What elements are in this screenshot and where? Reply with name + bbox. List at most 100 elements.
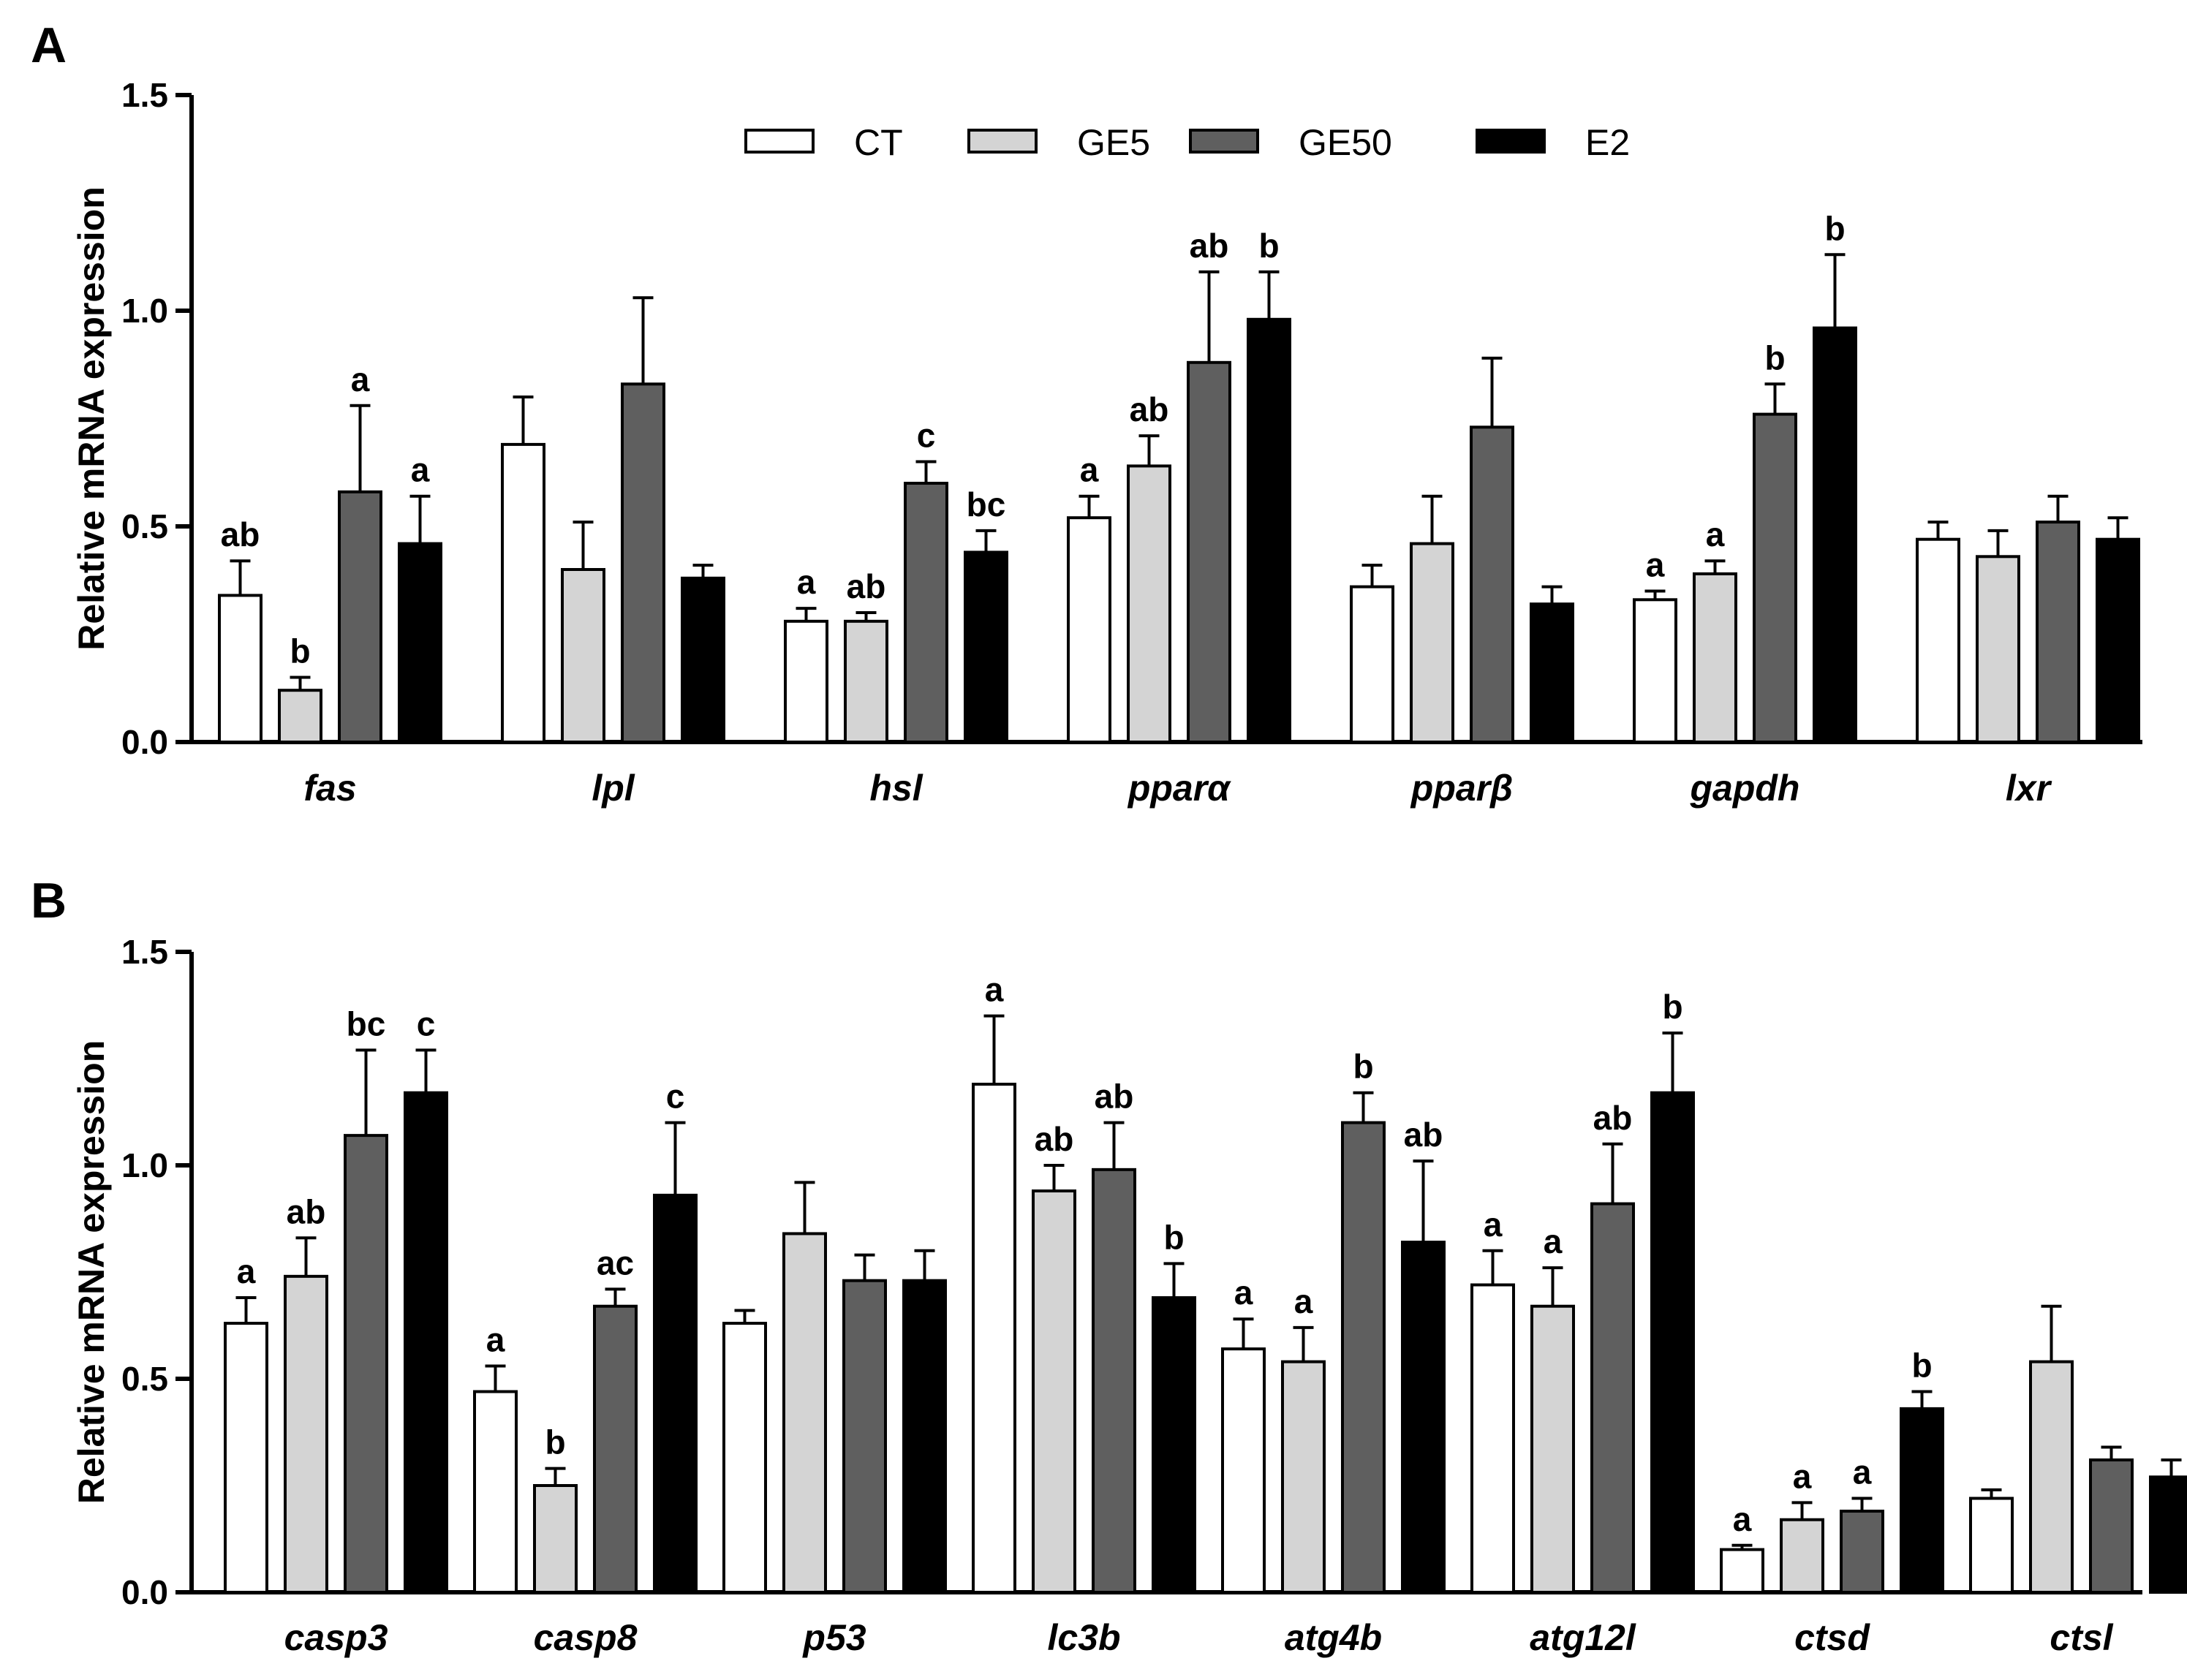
bar-hsl-e2	[964, 550, 1008, 744]
y-tick-label: 0.5	[121, 507, 168, 545]
bar-pparβ-e2	[1530, 602, 1574, 744]
y-axis-label: Relative mRNA expression	[71, 1040, 112, 1505]
panel-letter: A	[31, 18, 67, 73]
significance-label: bc	[967, 485, 1006, 523]
x-category-label: lc3b	[1047, 1617, 1120, 1658]
bar-ctsd-e2	[1900, 1407, 1944, 1594]
significance-label: a	[411, 451, 430, 489]
bar-fas-ge5	[278, 689, 322, 744]
bar-lpl-ct	[501, 442, 545, 744]
bar-lc3b-e2	[1152, 1296, 1196, 1594]
x-category-label: atg4b	[1285, 1617, 1382, 1658]
significance-label: ab	[1404, 1116, 1443, 1154]
bar-lc3b-ge5	[1032, 1189, 1076, 1594]
bar-ctsd-ge5	[1780, 1518, 1824, 1594]
bar-pparβ-ge50	[1470, 425, 1514, 743]
x-category-label: p53	[801, 1617, 866, 1658]
bar-fas-e2	[398, 542, 442, 743]
bar-lxr-ge50	[2036, 521, 2080, 743]
bar-casp8-ge5	[533, 1484, 578, 1594]
bar-lpl-ge50	[621, 382, 665, 743]
significance-label: c	[666, 1078, 685, 1116]
bar-pparα-ge5	[1127, 464, 1171, 744]
bar-p53-ge5	[782, 1232, 827, 1594]
bar-lc3b-ge50	[1092, 1168, 1136, 1594]
bar-atg12l-ge5	[1530, 1304, 1575, 1594]
bar-atg12l-e2	[1650, 1091, 1695, 1594]
x-category-label: ctsd	[1794, 1617, 1870, 1658]
bar-casp3-e2	[404, 1091, 448, 1594]
bar-pparα-e2	[1247, 317, 1291, 743]
legend-swatch-ge5	[967, 129, 1038, 154]
bar-casp3-ct	[224, 1322, 268, 1594]
bar-atg4b-ge5	[1281, 1360, 1326, 1594]
x-category-label: pparβ	[1410, 768, 1513, 809]
bar-casp3-ge5	[284, 1274, 328, 1594]
legend-label: GE50	[1299, 122, 1392, 163]
x-category-label: pparα	[1127, 768, 1231, 809]
bar-casp8-e2	[653, 1193, 698, 1594]
significance-label: a	[1853, 1453, 1872, 1491]
bar-atg4b-e2	[1401, 1241, 1446, 1594]
significance-label: a	[1733, 1500, 1752, 1538]
y-axis-label: Relative mRNA expression	[71, 186, 112, 651]
significance-label: b	[1764, 338, 1785, 377]
x-category-label: hsl	[869, 768, 923, 809]
legend: CT GE5 GE50 E2	[744, 122, 1630, 163]
significance-label: a	[985, 971, 1004, 1009]
significance-label: ac	[597, 1244, 634, 1282]
bar-ctsl-ge50	[2089, 1458, 2134, 1594]
bar-pparβ-ge5	[1410, 542, 1454, 743]
significance-label: b	[1258, 227, 1279, 265]
bar-ctsl-ge5	[2029, 1360, 2074, 1594]
significance-label: a	[797, 563, 816, 601]
significance-label: ab	[287, 1192, 326, 1230]
y-tick-label: 0.0	[121, 1573, 168, 1611]
significance-label: b	[1911, 1347, 1932, 1385]
bar-ctsd-ct	[1720, 1548, 1764, 1594]
significance-label: ab	[221, 515, 260, 553]
x-category-label: gapdh	[1690, 768, 1800, 809]
significance-label: b	[545, 1423, 565, 1461]
bar-casp3-ge50	[344, 1134, 388, 1594]
significance-label: a	[351, 360, 370, 398]
significance-label: ab	[847, 567, 886, 605]
x-category-label: ctsl	[2050, 1617, 2113, 1658]
significance-label: b	[1662, 988, 1682, 1026]
bar-lxr-ct	[1916, 537, 1960, 743]
significance-label: b	[290, 632, 310, 670]
y-tick-label: 1.0	[121, 1146, 168, 1184]
bar-fas-ct	[218, 594, 262, 744]
y-tick-label: 1.5	[121, 76, 168, 114]
significance-label: b	[1353, 1048, 1373, 1086]
bar-pparβ-ct	[1350, 585, 1394, 743]
y-tick-label: 0.5	[121, 1360, 168, 1398]
significance-label: a	[1544, 1222, 1563, 1260]
bar-atg12l-ge50	[1590, 1202, 1635, 1594]
significance-label: a	[1646, 546, 1665, 584]
bar-casp8-ct	[473, 1390, 518, 1594]
significance-label: a	[237, 1252, 256, 1290]
legend-label: E2	[1585, 122, 1630, 163]
legend-label: CT	[854, 122, 903, 163]
bar-lc3b-ct	[972, 1083, 1016, 1594]
significance-label: a	[1706, 515, 1725, 553]
significance-label: c	[917, 417, 936, 455]
significance-label: bc	[347, 1004, 386, 1043]
x-category-label: casp8	[534, 1617, 638, 1658]
bar-gapdh-e2	[1813, 326, 1857, 744]
bar-p53-e2	[902, 1279, 947, 1594]
bar-lxr-e2	[2096, 537, 2140, 743]
bar-ctsd-ge50	[1840, 1510, 1884, 1594]
legend-swatch-e2	[1476, 129, 1546, 154]
x-category-label: lpl	[592, 768, 635, 809]
bar-lxr-ge5	[1976, 555, 2020, 743]
x-category-label: lxr	[2006, 768, 2052, 809]
y-tick-label: 1.5	[121, 933, 168, 971]
bar-gapdh-ct	[1633, 598, 1677, 743]
significance-label: a	[1234, 1274, 1253, 1312]
bar-gapdh-ge50	[1753, 412, 1797, 743]
